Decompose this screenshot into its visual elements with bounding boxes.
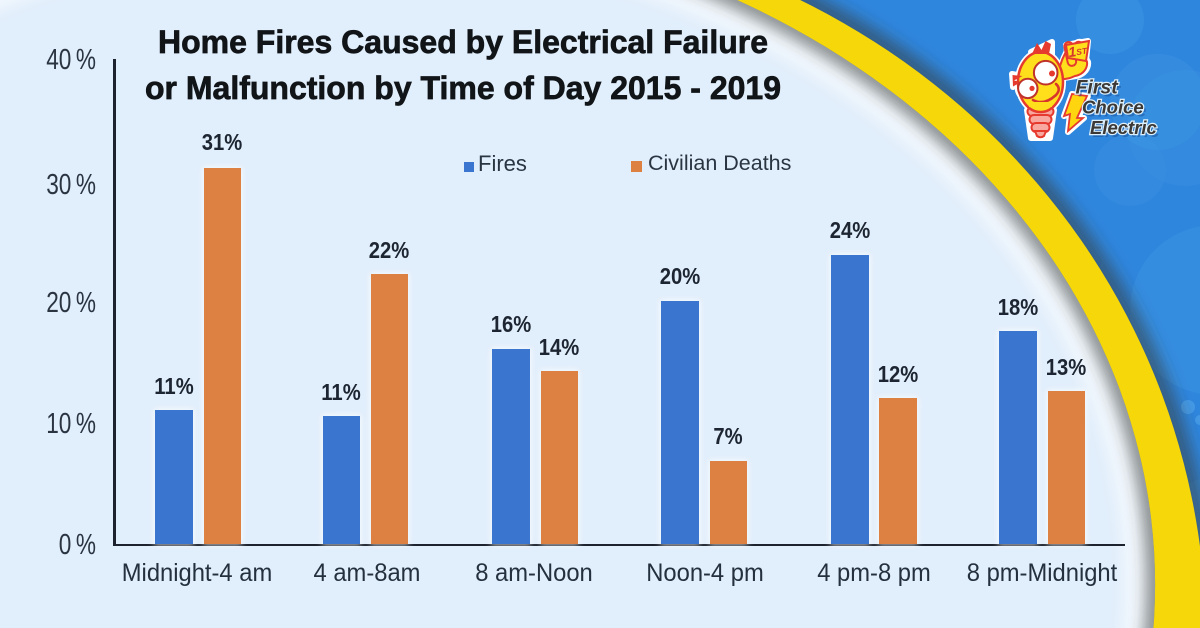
svg-text:1ST: 1ST	[1067, 42, 1089, 61]
svg-text:Choice: Choice	[1085, 99, 1147, 120]
svg-text:Choice: Choice	[1082, 97, 1144, 118]
svg-text:First: First	[1078, 79, 1122, 101]
svg-text:Electric: Electric	[1090, 117, 1158, 138]
svg-text:First: First	[1076, 77, 1120, 99]
svg-text:Electric: Electric	[1093, 120, 1161, 141]
